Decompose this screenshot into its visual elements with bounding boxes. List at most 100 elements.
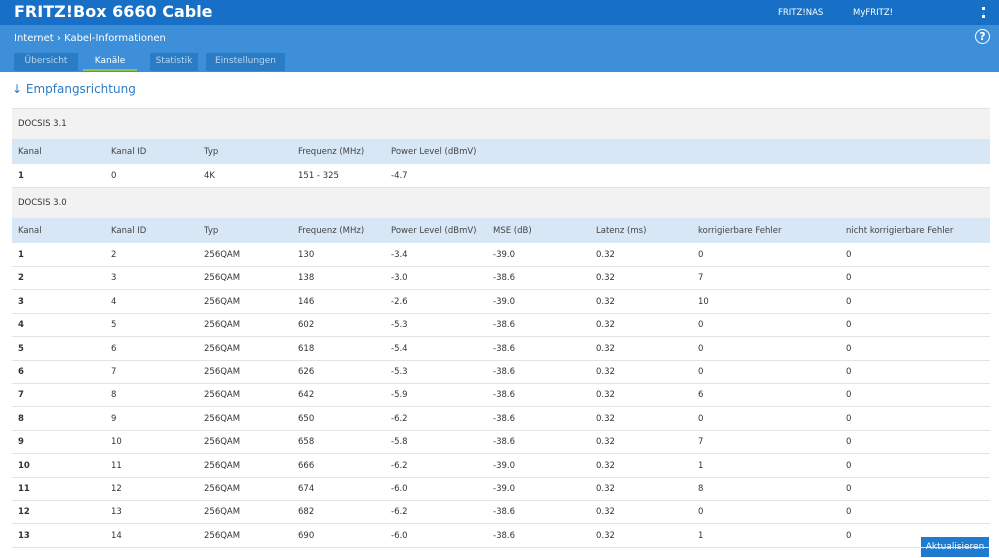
- column-header: Kanal: [18, 226, 42, 236]
- table-cell: 256QAM: [204, 437, 241, 448]
- table-cell: 130: [298, 250, 315, 260]
- table-cell: 6: [111, 343, 117, 354]
- column-header: Frequenz (MHz): [298, 226, 365, 236]
- tab[interactable]: Einstellungen: [206, 53, 285, 71]
- column-header: Kanal: [18, 147, 42, 157]
- table-cell: 1: [18, 171, 24, 181]
- table-cell: 9: [111, 413, 117, 424]
- table-cell: -6.2: [391, 413, 408, 424]
- table-cell: 146: [298, 296, 315, 307]
- table-cell: 256QAM: [204, 320, 241, 331]
- table-cell: 0: [846, 507, 852, 518]
- column-header: MSE (dB): [493, 226, 532, 236]
- table-cell: 650: [298, 413, 315, 424]
- table-cell: 13: [111, 507, 122, 518]
- section-label: DOCSIS 3.0: [18, 198, 67, 208]
- table-cell: 0.32: [596, 530, 615, 541]
- table-cell: 0: [846, 460, 852, 471]
- table-cell: 0: [698, 507, 704, 518]
- column-header: Power Level (dBmV): [391, 147, 477, 157]
- table-cell: 682: [298, 507, 315, 518]
- column-header: Latenz (ms): [596, 226, 647, 236]
- table-cell: 12: [111, 484, 122, 494]
- table-cell: 0.32: [596, 273, 615, 284]
- table-cell: 666: [298, 460, 315, 471]
- crumb: Kabel-Informationen: [64, 33, 166, 44]
- table-cell: 8: [18, 413, 24, 424]
- row-divider: [12, 429, 990, 431]
- table-cell: 0: [846, 250, 852, 260]
- table-cell: 0.32: [596, 413, 615, 424]
- help-icon[interactable]: ?: [975, 29, 990, 44]
- column-header: korrigierbare Fehler: [698, 226, 782, 236]
- table-cell: -38.6: [493, 530, 515, 541]
- table-cell: 10: [698, 296, 709, 307]
- tab[interactable]: Kanäle: [83, 53, 137, 71]
- table-cell: 0.32: [596, 484, 615, 494]
- table-cell: 4K: [204, 171, 215, 181]
- row-divider: [12, 500, 990, 501]
- table-cell: 256QAM: [204, 273, 241, 284]
- column-header: Typ: [204, 226, 219, 236]
- table-cell: -5.3: [391, 320, 408, 331]
- table-cell: 256QAM: [204, 484, 241, 494]
- row-divider: [12, 453, 990, 455]
- table-cell: -39.0: [493, 484, 515, 494]
- table-cell: -38.6: [493, 413, 515, 424]
- table-cell: -6.0: [391, 530, 408, 541]
- nav-link[interactable]: MyFRITZ!: [853, 8, 894, 18]
- table-cell: 4: [111, 296, 117, 307]
- table-cell: -39.0: [493, 250, 515, 260]
- table-cell: 618: [298, 343, 315, 354]
- table-cell: 0.32: [596, 460, 615, 471]
- row-divider: [12, 476, 990, 478]
- table-cell: -6.2: [391, 507, 408, 518]
- column-header: nicht korrigierbare Fehler: [846, 226, 954, 236]
- menu-icon[interactable]: [982, 7, 988, 18]
- table-cell: -5.4: [391, 343, 408, 354]
- table-cell: -6.0: [391, 484, 408, 494]
- breadcrumb: Internet › Kabel-Informationen: [14, 33, 166, 44]
- table-cell: -3.4: [391, 250, 408, 260]
- table-cell: 0.32: [596, 320, 615, 331]
- table-cell: 256QAM: [204, 367, 241, 377]
- table-cell: 10: [18, 460, 30, 471]
- row-divider: [12, 359, 990, 361]
- table-cell: 9: [18, 437, 24, 448]
- table-cell: 256QAM: [204, 460, 241, 471]
- table-cell: 1: [18, 250, 24, 260]
- column-header: Kanal ID: [111, 147, 147, 157]
- table-cell: 626: [298, 367, 315, 377]
- row-divider: [12, 523, 990, 525]
- table-cell: 0: [846, 390, 852, 401]
- tab[interactable]: Übersicht: [14, 53, 78, 71]
- table-cell: 0: [846, 296, 852, 307]
- table-cell: 0: [846, 484, 852, 494]
- table-cell: 10: [111, 437, 122, 448]
- table-cell: -38.6: [493, 507, 515, 518]
- table-cell: 11: [111, 460, 122, 471]
- table-cell: 0: [846, 273, 852, 284]
- table-cell: 690: [298, 530, 315, 541]
- table-cell: 7: [111, 367, 117, 377]
- table-cell: 0: [846, 530, 852, 541]
- crumb[interactable]: Internet: [14, 33, 54, 44]
- table-cell: 0: [111, 171, 117, 181]
- table-cell: 256QAM: [204, 530, 241, 541]
- table-cell: -2.6: [391, 296, 408, 307]
- nav-link[interactable]: FRITZ!NAS: [778, 8, 824, 18]
- tab[interactable]: Statistik: [150, 53, 198, 71]
- table-cell: -5.9: [391, 390, 408, 401]
- section-label: DOCSIS 3.1: [18, 119, 67, 129]
- table-cell: 5: [111, 320, 117, 331]
- table-cell: 0: [846, 413, 852, 424]
- table-cell: 7: [698, 273, 704, 284]
- table-cell: 0: [698, 413, 704, 424]
- table-cell: -38.6: [493, 437, 515, 448]
- table-header: [12, 218, 990, 243]
- table-cell: -38.6: [493, 343, 515, 354]
- table-cell: 256QAM: [204, 250, 241, 260]
- table-cell: -38.6: [493, 390, 515, 401]
- table-cell: -5.3: [391, 367, 408, 377]
